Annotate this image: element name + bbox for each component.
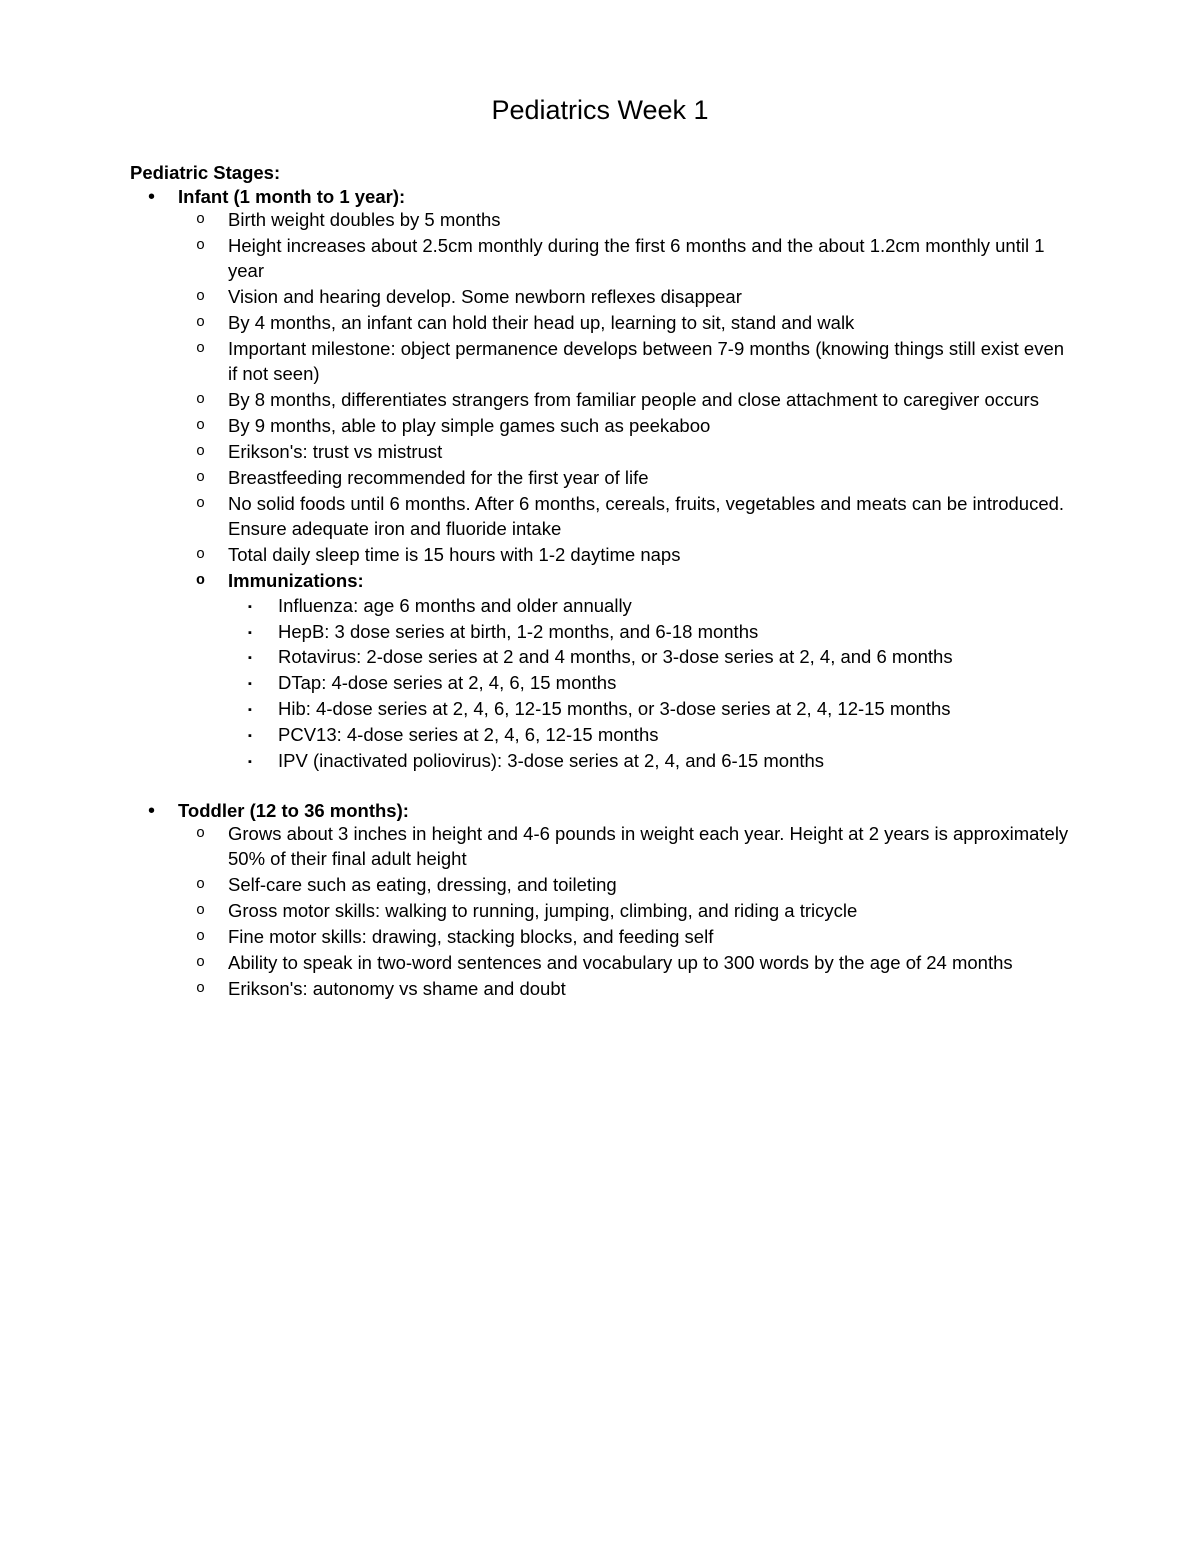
list-item: By 4 months, an infant can hold their he… xyxy=(228,311,1070,336)
section-heading: Pediatric Stages: xyxy=(130,162,1070,184)
list-item: Total daily sleep time is 15 hours with … xyxy=(228,543,1070,568)
immunizations-list: Influenza: age 6 months and older annual… xyxy=(228,594,1070,775)
list-item: Influenza: age 6 months and older annual… xyxy=(278,594,1070,619)
list-item: Grows about 3 inches in height and 4-6 p… xyxy=(228,822,1070,872)
list-item: Erikson's: trust vs mistrust xyxy=(228,440,1070,465)
list-item: PCV13: 4-dose series at 2, 4, 6, 12-15 m… xyxy=(278,723,1070,748)
stage-heading: Infant (1 month to 1 year): xyxy=(178,186,405,207)
list-item: Ability to speak in two-word sentences a… xyxy=(228,951,1070,976)
list-item: By 9 months, able to play simple games s… xyxy=(228,414,1070,439)
list-item: HepB: 3 dose series at birth, 1-2 months… xyxy=(278,620,1070,645)
list-item: No solid foods until 6 months. After 6 m… xyxy=(228,492,1070,542)
stages-list-2: Toddler (12 to 36 months): Grows about 3… xyxy=(130,800,1070,1002)
list-item: Fine motor skills: drawing, stacking blo… xyxy=(228,925,1070,950)
list-item: Self-care such as eating, dressing, and … xyxy=(228,873,1070,898)
page-title: Pediatrics Week 1 xyxy=(130,95,1070,126)
immunizations-heading: Immunizations: Influenza: age 6 months a… xyxy=(228,569,1070,775)
list-item: Important milestone: object permanence d… xyxy=(228,337,1070,387)
list-item: Breastfeeding recommended for the first … xyxy=(228,466,1070,491)
immunizations-label: Immunizations: xyxy=(228,570,364,591)
list-item: Vision and hearing develop. Some newborn… xyxy=(228,285,1070,310)
list-item: Height increases about 2.5cm monthly dur… xyxy=(228,234,1070,284)
list-item: IPV (inactivated poliovirus): 3-dose ser… xyxy=(278,749,1070,774)
stage-heading: Toddler (12 to 36 months): xyxy=(178,800,409,821)
toddler-items: Grows about 3 inches in height and 4-6 p… xyxy=(178,822,1070,1002)
list-item: Gross motor skills: walking to running, … xyxy=(228,899,1070,924)
list-item: Erikson's: autonomy vs shame and doubt xyxy=(228,977,1070,1002)
list-item: Rotavirus: 2-dose series at 2 and 4 mont… xyxy=(278,645,1070,670)
infant-items: Birth weight doubles by 5 months Height … xyxy=(178,208,1070,774)
stage-toddler: Toddler (12 to 36 months): Grows about 3… xyxy=(178,800,1070,1002)
stage-infant: Infant (1 month to 1 year): Birth weight… xyxy=(178,186,1070,774)
stages-list: Infant (1 month to 1 year): Birth weight… xyxy=(130,186,1070,774)
list-item: By 8 months, differentiates strangers fr… xyxy=(228,388,1070,413)
list-item: Birth weight doubles by 5 months xyxy=(228,208,1070,233)
list-item: Hib: 4-dose series at 2, 4, 6, 12-15 mon… xyxy=(278,697,1070,722)
list-item: DTap: 4-dose series at 2, 4, 6, 15 month… xyxy=(278,671,1070,696)
